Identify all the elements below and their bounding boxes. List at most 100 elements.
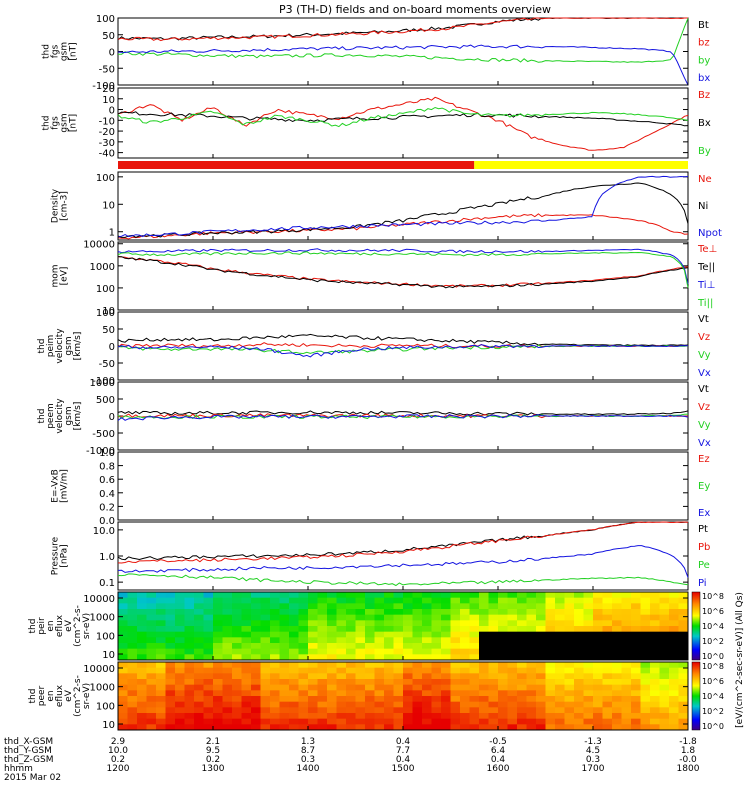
heatmap-cell	[403, 603, 413, 610]
heatmap-cell	[213, 614, 223, 621]
heatmap-cell	[393, 667, 404, 674]
heatmap-cell	[213, 631, 223, 638]
heatmap-cell	[213, 662, 223, 669]
heatmap-cell	[564, 614, 575, 621]
heatmap-cell	[517, 597, 527, 604]
heatmap-cell	[355, 701, 366, 708]
heatmap-cell	[393, 718, 404, 725]
heatmap-cell	[479, 603, 489, 610]
heatmap-cell	[213, 690, 223, 697]
heatmap-cell	[232, 597, 242, 604]
heatmap-cell	[384, 631, 394, 638]
heatmap-cell	[678, 626, 689, 633]
heatmap-cell	[536, 724, 546, 731]
heatmap-cell	[621, 718, 632, 725]
heatmap-cell	[460, 701, 470, 708]
heatmap-cell	[526, 614, 537, 621]
heatmap-cell	[165, 713, 176, 720]
heatmap-cell	[669, 684, 679, 691]
heatmap-cell	[602, 667, 613, 674]
heatmap-cell	[156, 603, 166, 610]
heatmap-cell	[241, 724, 252, 731]
heatmap-cell	[564, 592, 575, 599]
heatmap-cell	[678, 648, 689, 655]
heatmap-cell	[555, 679, 565, 686]
heatmap-cell	[222, 701, 233, 708]
heatmap-cell	[194, 713, 204, 720]
heatmap-cell	[678, 696, 689, 703]
heatmap-cell	[498, 654, 508, 661]
heatmap-cell	[156, 690, 166, 697]
heatmap-cell	[659, 631, 670, 638]
heatmap-cell	[289, 707, 299, 714]
heatmap-cell	[203, 713, 214, 720]
heatmap-cell	[460, 667, 470, 674]
heatmap-cell	[412, 707, 423, 714]
heatmap-cell	[431, 626, 442, 633]
heatmap-cell	[545, 713, 556, 720]
heatmap-cell	[631, 648, 641, 655]
heatmap-cell	[564, 626, 575, 633]
heatmap-cell	[450, 713, 461, 720]
heatmap-cell	[431, 631, 442, 638]
heatmap-cell	[507, 673, 518, 680]
heatmap-cell	[498, 614, 508, 621]
heatmap-cell	[602, 631, 613, 638]
heatmap-cell	[631, 724, 641, 731]
heatmap-cell	[403, 620, 413, 627]
heatmap-cell	[460, 654, 470, 661]
heatmap-cell	[127, 679, 138, 686]
heatmap-cell	[365, 643, 375, 650]
heatmap-cell	[317, 643, 328, 650]
heatmap-cell	[184, 631, 195, 638]
heatmap-cell	[583, 620, 594, 627]
heatmap-cell	[612, 597, 622, 604]
heatmap-cell	[336, 673, 347, 680]
heatmap-cell	[678, 609, 689, 616]
heatmap-cell	[241, 718, 252, 725]
heatmap-cell	[479, 592, 489, 599]
heatmap-cell	[526, 637, 537, 644]
heatmap-cell	[507, 690, 518, 697]
heatmap-cell	[374, 648, 385, 655]
heatmap-cell	[612, 684, 622, 691]
heatmap-cell	[355, 626, 366, 633]
heatmap-cell	[241, 667, 252, 674]
heatmap-cell	[260, 614, 271, 621]
heatmap-cell	[621, 643, 632, 650]
heatmap-cell	[545, 648, 556, 655]
heatmap-cell	[593, 637, 603, 644]
heatmap-cell	[317, 592, 328, 599]
heatmap-cell	[241, 696, 252, 703]
heatmap-cell	[184, 679, 195, 686]
heatmap-cell	[374, 696, 385, 703]
heatmap-cell	[498, 643, 508, 650]
heatmap-cell	[270, 609, 280, 616]
heatmap-cell	[441, 614, 451, 621]
heatmap-cell	[317, 673, 328, 680]
heatmap-cell	[308, 679, 318, 686]
heatmap-cell	[517, 626, 527, 633]
colorbar-tick: 10^6	[702, 677, 724, 686]
heatmap-cell	[279, 614, 290, 621]
heatmap-cell	[270, 648, 280, 655]
heatmap-cell	[602, 679, 613, 686]
heatmap-cell	[137, 592, 147, 599]
heatmap-cell	[621, 724, 632, 731]
heatmap-cell	[583, 667, 594, 674]
heatmap-cell	[526, 718, 537, 725]
heatmap-cell	[184, 643, 195, 650]
heatmap-cell	[583, 713, 594, 720]
heatmap-cell	[127, 701, 138, 708]
heatmap-cell	[270, 667, 280, 674]
heatmap-cell	[194, 667, 204, 674]
heatmap-cell	[555, 690, 565, 697]
heatmap-cell	[640, 648, 651, 655]
heatmap-cell	[260, 654, 271, 661]
heatmap-cell	[127, 724, 138, 731]
ylabel: thdpeimvelocitygsm[km/s]	[37, 328, 83, 364]
heatmap-cell	[393, 614, 404, 621]
ytick-label: 10	[102, 650, 115, 661]
ytick-label: 50	[102, 325, 115, 336]
